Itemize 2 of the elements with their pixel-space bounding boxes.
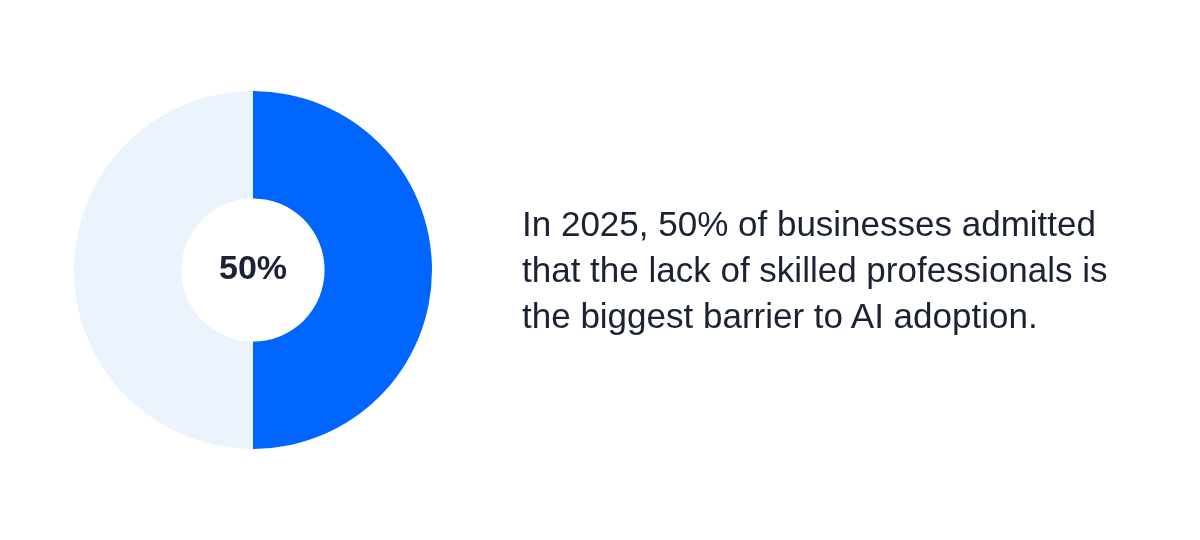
data-label: 50% bbox=[218, 248, 288, 287]
text: In 2025, 50% of businesses admitted that the lack of skilled professionals is the biggest barrier to AI adoption. bbox=[522, 203, 1109, 337]
